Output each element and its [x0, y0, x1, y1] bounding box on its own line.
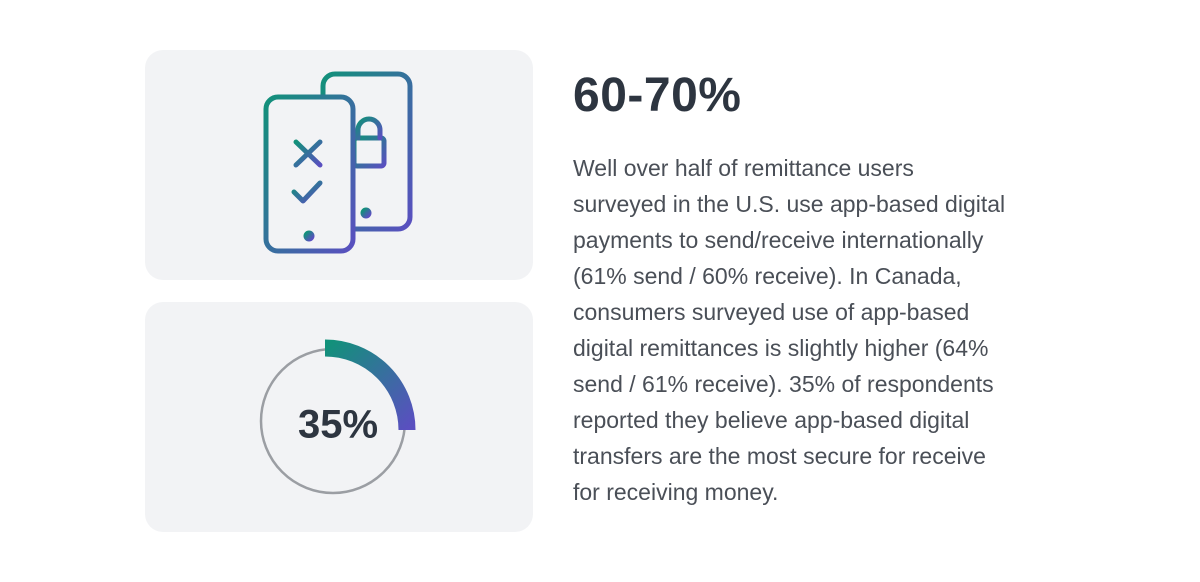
- headline: 60-70%: [573, 69, 742, 122]
- body-line: reported they believe app-based digital: [573, 407, 970, 433]
- phones-icon: [263, 71, 413, 254]
- body-line: consumers surveyed use of app-based: [573, 299, 970, 325]
- body-line: for receiving money.: [573, 479, 779, 505]
- body-text: Well over half of remittance users survey…: [573, 150, 1005, 510]
- stat-label: 35%: [298, 403, 378, 447]
- stat-ring: 35%: [259, 339, 416, 495]
- body-line: send / 61% receive). 35% of respondents: [573, 371, 994, 397]
- ring-arc: [324, 339, 416, 431]
- body-line: transfers are the most secure for receiv…: [573, 443, 986, 469]
- body-line: Well over half of remittance users: [573, 155, 914, 181]
- body-line: surveyed in the U.S. use app-based digit…: [573, 191, 1006, 217]
- body-line: (61% send / 60% receive). In Canada,: [573, 263, 962, 289]
- body-line: digital remittances is slightly higher (…: [573, 335, 989, 361]
- body-line: payments to send/receive internationally: [573, 227, 984, 253]
